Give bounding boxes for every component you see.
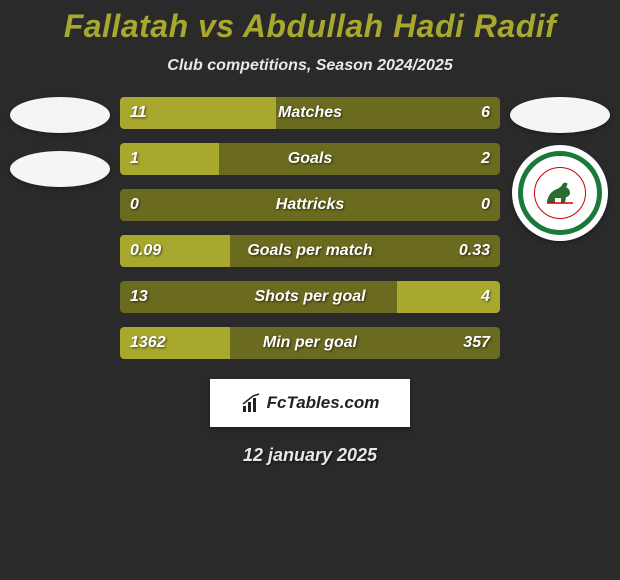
stat-bars: 11 6 Matches 1 2 Goals 0 0 Hattricks 0.09 0.33 Goal… [120, 97, 500, 359]
stat-value-right: 0.33 [459, 242, 490, 260]
stat-label: Goals [288, 150, 332, 168]
stat-label: Matches [278, 104, 342, 122]
stat-value-right: 357 [463, 334, 490, 352]
stat-value-right: 2 [481, 150, 490, 168]
player-right-avatar [510, 97, 610, 133]
stat-value-left: 1362 [130, 334, 166, 352]
club-logo-inner [534, 167, 586, 219]
player-right-club-logo [512, 145, 608, 241]
stat-row: 13 4 Shots per goal [120, 281, 500, 313]
stat-value-right: 0 [481, 196, 490, 214]
stat-value-left: 0 [130, 196, 139, 214]
stat-row: 1 2 Goals [120, 143, 500, 175]
branding-text: FcTables.com [267, 393, 380, 413]
stat-value-left: 1 [130, 150, 139, 168]
stat-label: Hattricks [276, 196, 344, 214]
player-left-column [8, 97, 112, 187]
date-label: 12 january 2025 [0, 445, 620, 466]
player-left-club-badge [10, 151, 110, 187]
comparison-area: 11 6 Matches 1 2 Goals 0 0 Hattricks 0.09 0.33 Goal… [0, 97, 620, 359]
horse-icon [543, 179, 577, 207]
subtitle: Club competitions, Season 2024/2025 [0, 57, 620, 75]
stat-value-left: 13 [130, 288, 148, 306]
stat-value-left: 0.09 [130, 242, 161, 260]
page-title: Fallatah vs Abdullah Hadi Radif [0, 0, 620, 45]
branding-badge: FcTables.com [210, 379, 410, 427]
stat-value-right: 6 [481, 104, 490, 122]
branding-chart-icon [241, 392, 263, 414]
stat-label: Min per goal [263, 334, 357, 352]
stat-row: 0.09 0.33 Goals per match [120, 235, 500, 267]
player-left-avatar [10, 97, 110, 133]
stat-label: Goals per match [247, 242, 372, 260]
stat-value-left: 11 [130, 104, 147, 122]
stat-row: 1362 357 Min per goal [120, 327, 500, 359]
player-right-column [508, 97, 612, 241]
stat-row: 11 6 Matches [120, 97, 500, 129]
stat-value-right: 4 [481, 288, 490, 306]
stat-label: Shots per goal [254, 288, 365, 306]
stat-row: 0 0 Hattricks [120, 189, 500, 221]
